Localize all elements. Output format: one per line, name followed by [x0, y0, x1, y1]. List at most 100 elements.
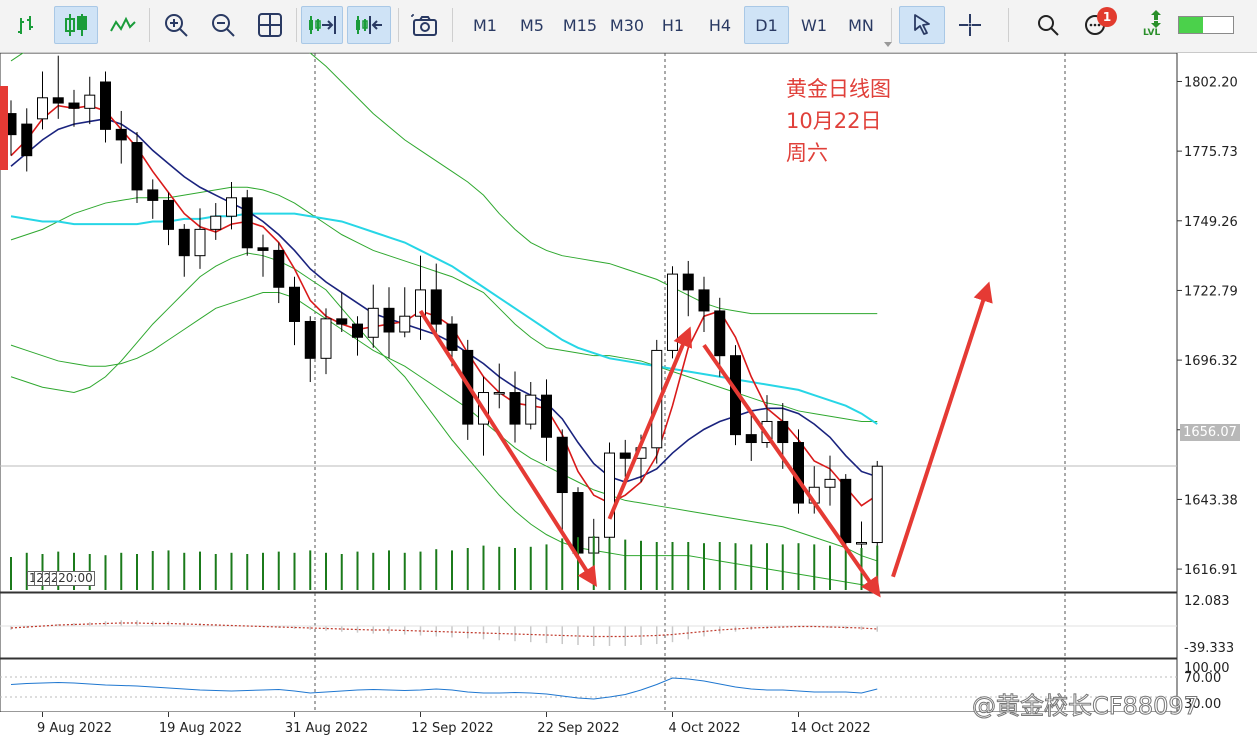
- timeframe-m5[interactable]: M5: [520, 15, 544, 35]
- time-tick-label: 4 Oct 2022: [668, 721, 740, 736]
- time-tick-label: 12 Sep 2022: [411, 721, 493, 736]
- zoom-in-button[interactable]: [156, 6, 196, 44]
- volume-timestamp-tags: 16 20 20 20 20:00: [27, 571, 95, 586]
- timeframe-m15[interactable]: M15: [562, 15, 598, 35]
- candle-body: [682, 273, 694, 291]
- chart-annotation-title: 黄金日线图: [786, 77, 891, 101]
- zoom-out-icon: [212, 14, 235, 37]
- chart-shift-icon: [356, 16, 382, 34]
- current-price-badge: 1656.07: [1180, 424, 1240, 441]
- trend-arrow: [702, 344, 881, 598]
- oscillator-2-line: [10, 677, 878, 700]
- candlestick-button[interactable]: [54, 6, 98, 44]
- time-tick-label: 22 Sep 2022: [537, 721, 619, 736]
- signal-strength-fill: [1179, 17, 1204, 33]
- candle-body: [541, 394, 552, 438]
- bar-chart-button[interactable]: [10, 6, 48, 44]
- candle-body: [430, 289, 442, 325]
- chart-annotation-date: 10月22日: [786, 109, 882, 133]
- candle-body: [226, 197, 237, 217]
- lower-envelope-line-2: [10, 292, 878, 562]
- candle-body: [856, 542, 867, 545]
- candle-body: [493, 392, 505, 395]
- candle-body: [446, 323, 458, 351]
- chart-toolbar: M1 M5 M15 M30 H1 H4 D1 W1 MN 1 LVL: [0, 0, 1257, 53]
- level-label: LVL: [1143, 28, 1161, 38]
- timeframe-w1[interactable]: W1: [801, 15, 827, 35]
- level-button[interactable]: [1140, 6, 1172, 44]
- price-tick-label: 1643.38: [1184, 493, 1238, 508]
- grid-button[interactable]: [250, 6, 290, 44]
- candle-body: [383, 307, 395, 333]
- timeframe-more-icon[interactable]: [884, 42, 892, 47]
- time-tick-label: 31 Aug 2022: [285, 721, 368, 736]
- zoom-out-button[interactable]: [203, 6, 243, 44]
- timeframe-m30[interactable]: M30: [609, 15, 645, 35]
- crosshair-icon: [959, 14, 981, 36]
- timeframe-h4[interactable]: H4: [708, 15, 732, 35]
- chart-shift-button[interactable]: [347, 6, 391, 44]
- line-chart-button[interactable]: [104, 6, 142, 44]
- trend-arrow: [607, 326, 693, 520]
- auto-scroll-button[interactable]: [301, 6, 343, 44]
- toolbar-divider: [149, 8, 150, 42]
- volume-tag: 20:00: [56, 571, 95, 586]
- timeframe-mn[interactable]: MN: [848, 15, 874, 35]
- candlestick-icon: [65, 14, 87, 36]
- timeframe-m1[interactable]: M1: [473, 15, 497, 35]
- time-tick-label: 19 Aug 2022: [159, 721, 242, 736]
- candle-body: [525, 394, 537, 425]
- price-tick-label: 1722.79: [1184, 284, 1238, 299]
- candle-body: [52, 97, 64, 104]
- candle-body: [415, 289, 426, 317]
- candle-body: [84, 94, 96, 109]
- candle-body: [604, 452, 615, 538]
- candle-body: [147, 189, 159, 201]
- oscillator-tick-label: 30.00: [1184, 697, 1221, 712]
- oscillator-tick-label: 70.00: [1184, 671, 1221, 686]
- timeframe-d1[interactable]: D1: [744, 6, 789, 44]
- candle-body: [509, 392, 521, 425]
- time-axis-area: [0, 712, 1257, 747]
- search-button[interactable]: [1028, 6, 1068, 44]
- candle-body: [194, 228, 206, 257]
- chart-annotation-weekday: 周六: [786, 141, 828, 165]
- oscillator-tick-label: 100.00: [1184, 661, 1230, 676]
- candle-body: [745, 434, 757, 444]
- trend-arrow: [418, 309, 597, 588]
- candle-body: [367, 307, 379, 338]
- candle-body: [556, 436, 568, 494]
- screenshot-button[interactable]: [404, 6, 446, 44]
- candle-body: [320, 318, 332, 359]
- level-arrows-icon: [1151, 10, 1161, 28]
- price-tick-label: 1802.20: [1184, 75, 1238, 90]
- toolbar-divider: [1008, 8, 1009, 42]
- crosshair-button[interactable]: [950, 6, 990, 44]
- candle-body: [257, 247, 269, 251]
- price-tick-label: 1696.32: [1184, 354, 1238, 369]
- candle-body: [21, 123, 33, 157]
- zoom-in-icon: [165, 14, 188, 37]
- line-chart-icon: [110, 16, 136, 32]
- trend-arrow: [891, 281, 993, 578]
- cursor-button[interactable]: [899, 6, 945, 44]
- candle-body: [210, 215, 222, 230]
- upper-envelope-line: [10, 0, 878, 315]
- cursor-arrow-icon: [914, 14, 930, 35]
- candle-body: [273, 249, 285, 288]
- timeframe-h1[interactable]: H1: [661, 15, 685, 35]
- oscillator-tick-label: 12.083: [1184, 594, 1230, 609]
- candle-body: [399, 315, 411, 333]
- candle-body: [777, 420, 789, 444]
- main-price-panel: [0, 52, 1178, 593]
- candle-body: [304, 320, 316, 359]
- candle-body: [37, 97, 48, 120]
- grid-icon: [258, 13, 282, 37]
- search-icon: [1038, 15, 1059, 36]
- time-tick-label: 14 Oct 2022: [790, 721, 870, 736]
- toolbar-divider: [398, 8, 399, 42]
- watermark: @黄金校长CF88097: [972, 692, 1200, 721]
- candle-body: [352, 323, 363, 338]
- candle-body: [667, 273, 678, 351]
